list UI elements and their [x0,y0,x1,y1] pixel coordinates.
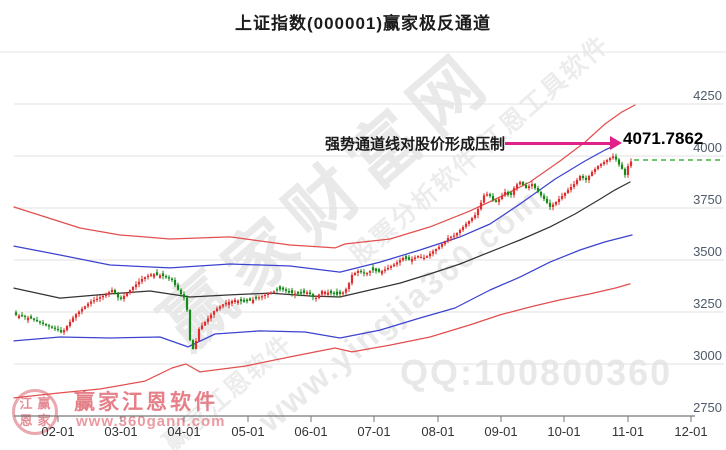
svg-text:4000: 4000 [693,140,722,155]
svg-text:02-01: 02-01 [41,424,74,439]
svg-text:04-01: 04-01 [167,424,200,439]
channel-line-upper-outer-red [13,104,636,249]
svg-text:2750: 2750 [693,400,722,415]
channel-line-lower-outer-red [13,283,631,399]
logo-site-url: www.360gann.com [76,413,226,430]
svg-text:3250: 3250 [693,296,722,311]
logo-software-name: 赢家江恩软件 [74,391,218,414]
svg-text:07-01: 07-01 [357,424,390,439]
x-axis [14,415,695,422]
page-title: 上证指数(000001)赢家极反通道 [234,14,492,33]
svg-text:3000: 3000 [693,348,722,363]
annotation-arrow-icon [505,142,611,145]
svg-text:03-01: 03-01 [104,424,137,439]
svg-text:09-01: 09-01 [484,424,517,439]
svg-text:06-01: 06-01 [294,424,327,439]
annotation-arrowhead-icon [610,136,622,150]
logo-char: 恩 [19,413,33,428]
x-axis-labels: 02-01 03-01 04-01 05-01 06-01 07-01 08-01 09-01… [41,424,707,439]
svg-text:3500: 3500 [693,244,722,259]
svg-text:12-01: 12-01 [674,424,707,439]
candlesticks [14,153,633,350]
logo-char: 江 [19,396,33,411]
logo-char: 赢 [37,396,51,411]
gridlines [14,103,724,365]
channel-line-middle-black-life-line [13,181,631,299]
annotation-text: 强势通道线对股价形成压制 [325,136,506,153]
svg-text:10-01: 10-01 [547,424,580,439]
gann-logo-icon: 江 赢 恩 家 [12,389,58,435]
channel-line-lower-inner-blue [13,234,633,348]
channel-price-label: 4071.7862 [623,129,704,148]
svg-text:3750: 3750 [693,192,722,207]
logo-char: 家 [37,413,51,428]
y-axis-labels: 4250 4000 3750 3500 3250 3000 2750 [693,88,722,415]
svg-text:4250: 4250 [693,88,722,103]
svg-text:05-01: 05-01 [231,424,264,439]
svg-text:08-01: 08-01 [421,424,454,439]
svg-text:11-01: 11-01 [612,424,644,439]
channel-line-upper-inner-blue [13,142,621,273]
